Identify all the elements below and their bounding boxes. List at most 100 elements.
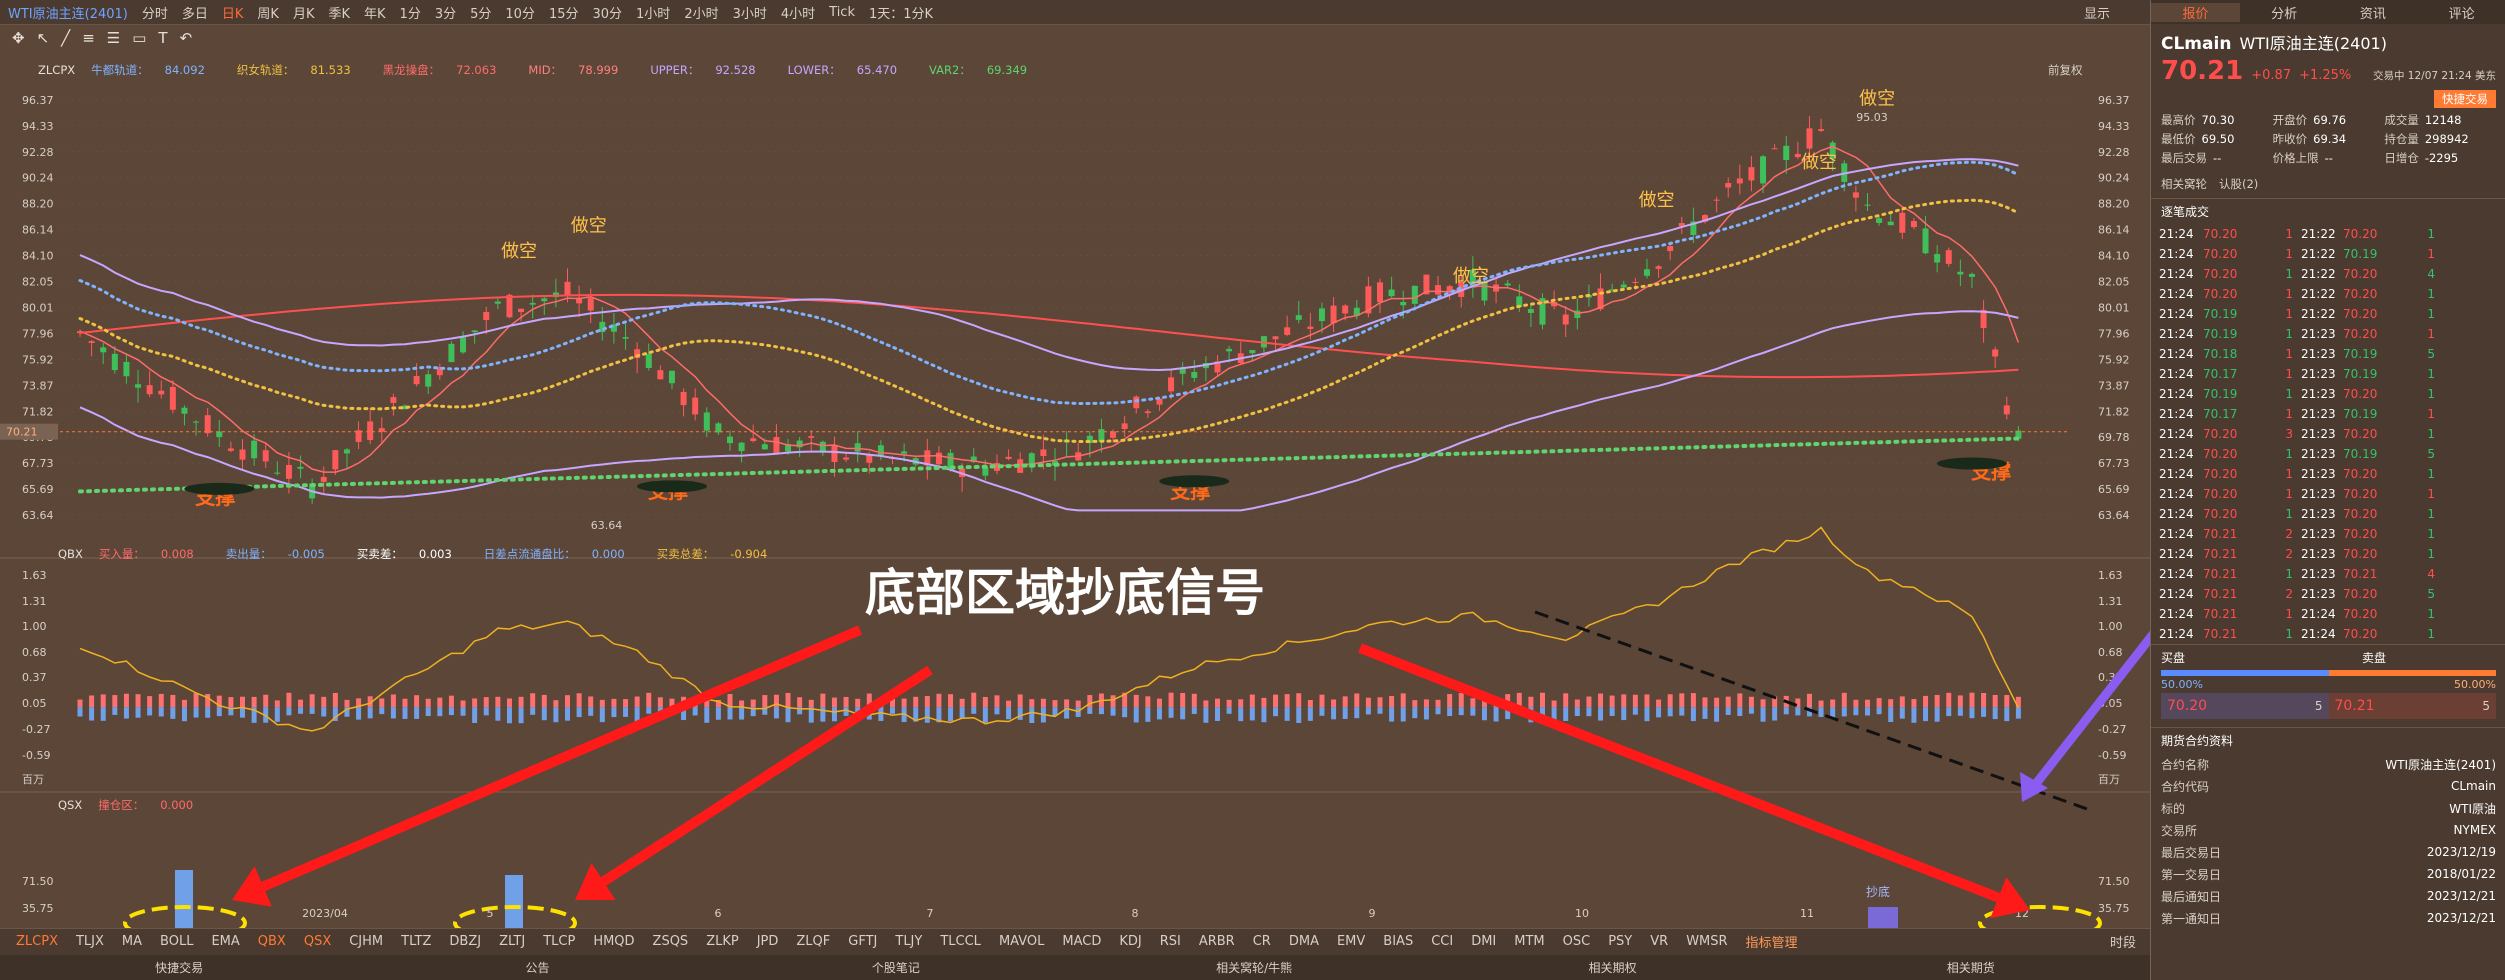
crosshair-icon[interactable]: ✥ <box>12 29 25 47</box>
indicator-tab[interactable]: CR <box>1252 934 1271 950</box>
related-link[interactable]: 相关窝轮 <box>2161 177 2207 191</box>
period-tab[interactable]: 3小时 <box>732 6 767 22</box>
period-tab[interactable]: 周K <box>257 6 279 22</box>
candle-body <box>1342 305 1349 314</box>
channel-tool-icon[interactable]: ≡ <box>82 29 95 47</box>
bottom-link[interactable]: 公告 <box>525 960 550 975</box>
indicator-tab[interactable]: VR <box>1650 934 1669 950</box>
indicator-tab[interactable]: 指标管理 <box>1745 936 1798 952</box>
line-tool-icon[interactable]: ╱ <box>61 29 71 47</box>
fib-tool-icon[interactable]: ☰ <box>106 29 121 47</box>
indicator-tab[interactable]: KDJ <box>1119 934 1142 950</box>
panel-name[interactable]: ZLCPX <box>38 63 76 77</box>
qbx-buy-bar <box>948 694 954 708</box>
period-tab[interactable]: 2小时 <box>684 6 719 22</box>
period-tab[interactable]: 30分 <box>592 6 623 22</box>
indicator-tab[interactable]: ZLKP <box>706 934 739 950</box>
indicator-tab[interactable]: DBZJ <box>449 934 482 950</box>
indicator-tab[interactable]: OSC <box>1562 934 1591 950</box>
indicator-tab[interactable]: QSX <box>303 934 332 950</box>
qbx-buy-bar <box>1516 692 1522 708</box>
qbx-sell-bar <box>1307 707 1313 721</box>
indicator-tab[interactable]: GFTJ <box>848 934 878 950</box>
time-range-label[interactable]: 时段 <box>2109 936 2136 952</box>
candle-body <box>1829 142 1836 159</box>
tick-row: 21:24 70.19 1 21:22 70.20 1 <box>2159 307 2435 321</box>
panel-name[interactable]: QBX <box>58 547 83 561</box>
period-tab[interactable]: 日K <box>221 6 244 22</box>
indicator-tab[interactable]: QBX <box>257 934 286 950</box>
quote-tab[interactable]: 资讯 <box>2359 6 2386 22</box>
quote-tab[interactable]: 分析 <box>2271 6 2298 22</box>
indicator-tab[interactable]: JPD <box>756 934 779 950</box>
indicator-tab[interactable]: DMA <box>1288 934 1319 950</box>
indicator-tab[interactable]: TLCP <box>543 934 576 950</box>
bottom-link[interactable]: 快捷交易 <box>155 960 204 975</box>
indicator-tab[interactable]: EMV <box>1336 934 1366 950</box>
period-tab[interactable]: 季K <box>328 6 351 22</box>
adjust-toggle[interactable]: 前复权 <box>2048 63 2083 77</box>
indicator-tab[interactable]: PSY <box>1608 934 1633 950</box>
bid-price[interactable]: 70.20 <box>2167 698 2208 714</box>
indicator-tab[interactable]: WMSR <box>1686 934 1728 950</box>
rect-tool-icon[interactable]: ▭ <box>132 29 147 47</box>
period-tab[interactable]: 15分 <box>548 6 579 22</box>
kline-chart[interactable]: 96.37 96.37 94.33 94.33 92.28 92.28 90.24 90.24… <box>0 50 2150 928</box>
contract-name: WTI原油主连(2401) <box>2239 34 2387 53</box>
period-tab[interactable]: 1小时 <box>636 6 671 22</box>
indicator-tab[interactable]: HMQD <box>593 934 635 950</box>
indicator-tab[interactable]: BOLL <box>160 934 194 950</box>
qbx-buy-bar <box>1772 695 1778 708</box>
indicator-tab[interactable]: DMI <box>1471 934 1497 950</box>
display-menu[interactable]: 显示 <box>2083 6 2110 22</box>
indicator-tab[interactable]: CCI <box>1431 934 1454 950</box>
indicator-tab[interactable]: CJHM <box>349 934 384 950</box>
bottom-link[interactable]: 相关期权 <box>1588 960 1637 975</box>
indicator-tab[interactable]: EMA <box>211 934 240 950</box>
quote-tab[interactable]: 评论 <box>2448 6 2475 22</box>
bottom-link[interactable]: 个股笔记 <box>871 960 920 975</box>
period-tab[interactable]: 1分 <box>399 6 421 22</box>
period-tab[interactable]: 月K <box>292 6 315 22</box>
indicator-tab[interactable]: ZLQF <box>796 934 831 950</box>
price-tick-right: 86.14 <box>2098 224 2130 237</box>
indicator-tab[interactable]: MACD <box>1062 934 1102 950</box>
indicator-tab[interactable]: ZSQS <box>652 934 689 950</box>
qbx-buy-bar <box>390 694 396 708</box>
indicator-tab[interactable]: ZLCPX <box>16 934 58 950</box>
qbx-sell-bar <box>356 707 362 720</box>
trend-dashline <box>1534 610 2091 812</box>
period-tab[interactable]: 10分 <box>505 6 535 22</box>
period-tab[interactable]: Tick <box>829 4 855 20</box>
indicator-tab[interactable]: TLTZ <box>401 934 432 950</box>
period-tab[interactable]: 多日 <box>181 6 208 22</box>
related-link[interactable]: 认股(2) <box>2219 177 2259 191</box>
indicator-tab[interactable]: TLJY <box>895 934 923 950</box>
contract-row: 最后交易日 2023/12/19 <box>2161 845 2496 860</box>
period-tab[interactable]: 5分 <box>470 6 492 22</box>
ask-price[interactable]: 70.21 <box>2334 698 2375 714</box>
stat-item: 最低价 69.50 <box>2161 132 2235 146</box>
cursor-icon[interactable]: ↖ <box>36 29 50 47</box>
period-tab[interactable]: 年K <box>364 6 386 22</box>
undo-icon[interactable]: ↶ <box>179 29 193 47</box>
indicator-tab[interactable]: TLCCL <box>940 934 981 950</box>
period-tab[interactable]: 1天：1分K <box>869 6 934 22</box>
text-tool-icon[interactable]: T <box>158 29 168 47</box>
quote-tab[interactable]: 报价 <box>2151 2 2240 22</box>
bottom-link[interactable]: 相关期货 <box>1946 960 1995 975</box>
indicator-tab[interactable]: ARBR <box>1198 934 1235 950</box>
indicator-tab[interactable]: MTM <box>1514 934 1545 950</box>
bottom-link[interactable]: 相关窝轮/牛熊 <box>1216 960 1293 975</box>
indicator-tab[interactable]: TLJX <box>75 934 104 950</box>
quick-trade-button[interactable]: 快捷交易 <box>2434 90 2496 108</box>
period-tab[interactable]: 分时 <box>141 6 168 22</box>
period-tab[interactable]: 4小时 <box>780 6 816 22</box>
indicator-tab[interactable]: ZLTJ <box>499 934 526 950</box>
indicator-tab[interactable]: MA <box>121 934 143 950</box>
indicator-tab[interactable]: RSI <box>1159 934 1181 950</box>
indicator-tab[interactable]: MAVOL <box>998 934 1045 950</box>
period-tab[interactable]: 3分 <box>434 6 457 22</box>
panel-name[interactable]: QSX <box>58 798 83 812</box>
indicator-tab[interactable]: BIAS <box>1383 934 1414 950</box>
